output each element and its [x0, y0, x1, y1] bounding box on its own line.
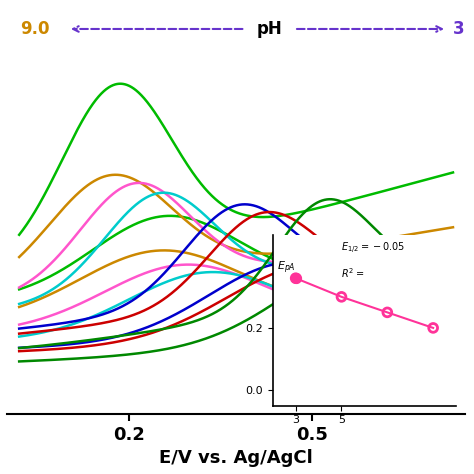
- Text: 9.0: 9.0: [20, 20, 50, 38]
- Text: pH: pH: [257, 20, 283, 38]
- X-axis label: E/V vs. Ag/AgCl: E/V vs. Ag/AgCl: [159, 449, 313, 467]
- Text: 3: 3: [453, 20, 465, 38]
